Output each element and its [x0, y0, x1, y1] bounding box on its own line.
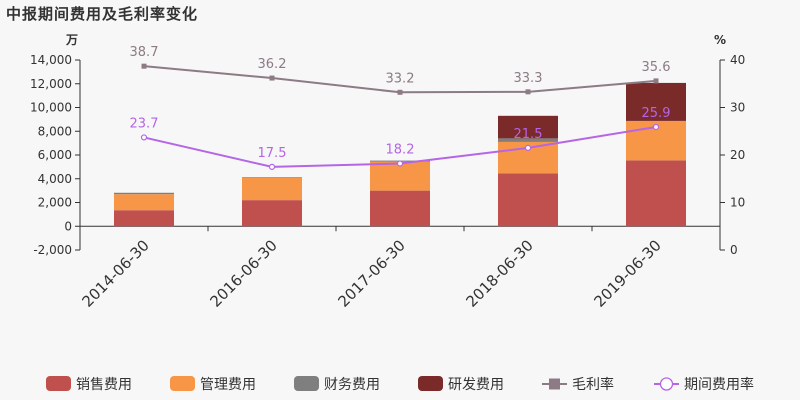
bar-segment	[498, 115, 558, 139]
line-marker	[525, 89, 531, 95]
x-tick-label: 2019-06-30	[590, 236, 664, 310]
bar-segment	[370, 190, 430, 227]
left-tick-label: 10,000	[30, 101, 72, 115]
x-tick-label: 2016-06-30	[206, 236, 280, 310]
left-tick-label: 4,000	[38, 172, 72, 186]
right-tick-label: 0	[730, 243, 738, 257]
data-label: 23.7	[130, 116, 159, 131]
legend-swatch	[294, 376, 319, 391]
bar-segment	[114, 192, 174, 195]
bar-segment	[242, 177, 302, 201]
legend-marker	[659, 377, 674, 391]
left-tick-label: 6,000	[38, 148, 72, 162]
legend-label: 管理费用	[200, 377, 256, 393]
right-tick-label: 40	[730, 53, 745, 67]
line-marker	[396, 160, 404, 167]
right-tick-label: 30	[730, 101, 745, 115]
left-tick-label: 0	[64, 219, 72, 233]
data-label: 25.9	[642, 106, 671, 121]
line-marker	[140, 134, 148, 141]
right-tick-label: 20	[730, 148, 745, 162]
legend-label: 毛利率	[572, 376, 614, 393]
x-tick-label: 2017-06-30	[334, 236, 408, 310]
legend-label: 期间费用率	[684, 376, 754, 393]
left-tick-label: -2,000	[33, 243, 72, 257]
bar-segment	[498, 138, 558, 142]
line-marker	[652, 123, 660, 131]
legend-label: 销售费用	[76, 377, 132, 393]
data-label: 21.5	[514, 127, 543, 142]
left-tick-label: 14,000	[30, 53, 72, 67]
left-tick-label: 12,000	[30, 77, 72, 91]
data-label: 35.6	[642, 60, 671, 75]
left-axis-unit: 万	[65, 33, 78, 47]
data-label: 18.2	[386, 143, 415, 158]
line-marker	[397, 89, 403, 95]
data-label: 33.3	[514, 71, 543, 86]
legend-label: 财务费用	[324, 377, 380, 393]
line-marker	[269, 75, 275, 81]
data-label: 38.7	[130, 45, 159, 60]
x-tick-label: 2018-06-30	[462, 236, 536, 310]
legend-label: 研发费用	[448, 377, 504, 393]
left-tick-label: 8,000	[38, 124, 72, 138]
line-marker	[141, 63, 147, 69]
bar-segment	[114, 194, 174, 211]
left-tick-label: 2,000	[38, 196, 72, 210]
line-marker	[653, 78, 659, 84]
legend-swatch	[418, 376, 443, 391]
data-label: 17.5	[258, 146, 287, 161]
legend-marker	[549, 378, 560, 390]
bar-segment	[626, 82, 686, 121]
chart-title: 中报期间费用及毛利率变化	[6, 5, 199, 23]
legend-swatch	[170, 376, 195, 391]
line-marker	[268, 163, 276, 170]
data-label: 33.2	[386, 71, 415, 86]
bar-segment	[626, 160, 686, 227]
bar-segment	[498, 173, 558, 227]
data-label: 36.2	[258, 57, 287, 72]
bar-segment	[242, 200, 302, 227]
right-axis-unit: %	[714, 33, 726, 47]
x-tick-label: 2014-06-30	[78, 236, 152, 310]
line-marker	[524, 144, 532, 151]
bar-segment	[114, 210, 174, 227]
legend-swatch	[46, 376, 71, 391]
right-tick-label: 10	[730, 196, 745, 210]
